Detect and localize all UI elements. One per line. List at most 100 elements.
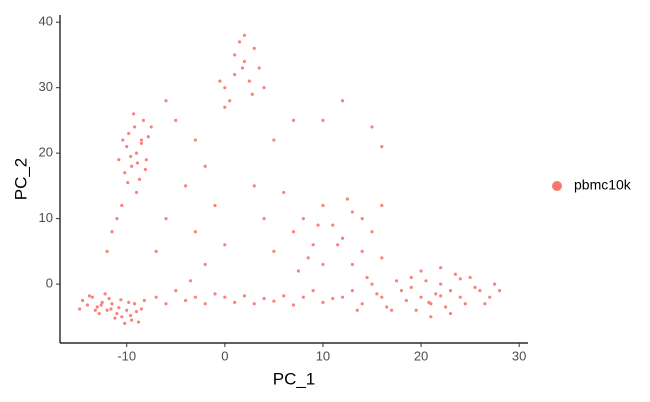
point: [439, 282, 443, 286]
point: [119, 298, 123, 302]
point: [149, 125, 153, 129]
point: [164, 99, 168, 103]
point: [242, 59, 247, 64]
point: [130, 164, 134, 168]
point: [394, 279, 399, 283]
point: [272, 138, 276, 142]
point: [107, 296, 111, 301]
legend-marker: [552, 181, 562, 191]
point: [321, 203, 325, 208]
point: [316, 223, 320, 227]
point: [233, 300, 237, 305]
point: [291, 230, 296, 234]
point: [296, 269, 301, 273]
point: [87, 294, 92, 298]
point: [115, 311, 119, 316]
point: [113, 316, 117, 320]
point: [203, 164, 207, 168]
point: [105, 308, 109, 312]
point: [183, 298, 188, 303]
point: [120, 315, 124, 319]
y-axis-title: PC_2: [11, 158, 30, 201]
point: [448, 311, 453, 316]
point: [301, 295, 305, 299]
point: [424, 279, 428, 283]
point: [301, 217, 305, 221]
point: [463, 302, 467, 306]
point: [78, 307, 82, 311]
point: [129, 313, 133, 318]
point: [117, 306, 121, 310]
point: [223, 105, 227, 109]
point: [427, 300, 431, 305]
point: [95, 305, 99, 309]
point: [340, 295, 345, 299]
point: [291, 303, 296, 307]
point: [228, 99, 232, 103]
point: [355, 308, 359, 312]
y-tick-label: 0: [46, 276, 53, 291]
point: [370, 125, 374, 129]
x-tick-label: 20: [414, 348, 428, 363]
point: [360, 249, 364, 253]
point: [365, 275, 369, 280]
point: [117, 158, 121, 162]
point: [321, 118, 325, 123]
point: [399, 289, 404, 293]
point: [404, 298, 408, 303]
point: [321, 262, 325, 267]
point: [336, 243, 340, 247]
point: [311, 289, 315, 293]
point: [223, 86, 227, 90]
point: [448, 289, 453, 293]
point: [141, 118, 145, 123]
point: [380, 203, 384, 208]
point: [390, 308, 394, 312]
point: [385, 305, 389, 309]
point: [103, 292, 107, 296]
point: [282, 190, 286, 195]
legend-label: pbmc10k: [574, 177, 632, 193]
x-tick-label: 10: [316, 348, 330, 363]
point: [493, 282, 497, 286]
point: [164, 217, 168, 221]
point: [409, 285, 413, 289]
point: [100, 300, 104, 305]
point: [370, 282, 374, 286]
point: [262, 296, 266, 301]
point: [121, 138, 125, 142]
point: [262, 217, 266, 221]
point: [360, 217, 364, 221]
point: [105, 249, 109, 253]
point: [203, 262, 207, 267]
point: [120, 203, 124, 208]
point: [132, 125, 137, 129]
point: [242, 294, 247, 298]
point: [144, 158, 148, 162]
point: [237, 40, 242, 44]
point: [213, 203, 217, 208]
point: [262, 86, 266, 90]
point: [483, 302, 487, 306]
point: [370, 230, 374, 234]
point: [90, 295, 94, 299]
point: [291, 118, 296, 123]
point: [350, 210, 354, 214]
point: [132, 302, 137, 306]
point: [135, 161, 140, 165]
point: [360, 302, 364, 306]
point: [127, 131, 131, 136]
point: [350, 262, 354, 267]
point: [252, 46, 256, 50]
point: [331, 296, 335, 301]
y-tick-label: 10: [39, 210, 53, 225]
x-tick-label: 0: [221, 348, 228, 363]
point: [183, 184, 188, 188]
point: [311, 243, 315, 247]
point: [380, 256, 384, 260]
point: [414, 308, 418, 312]
point: [139, 141, 144, 145]
point: [134, 151, 139, 155]
point: [497, 289, 502, 293]
